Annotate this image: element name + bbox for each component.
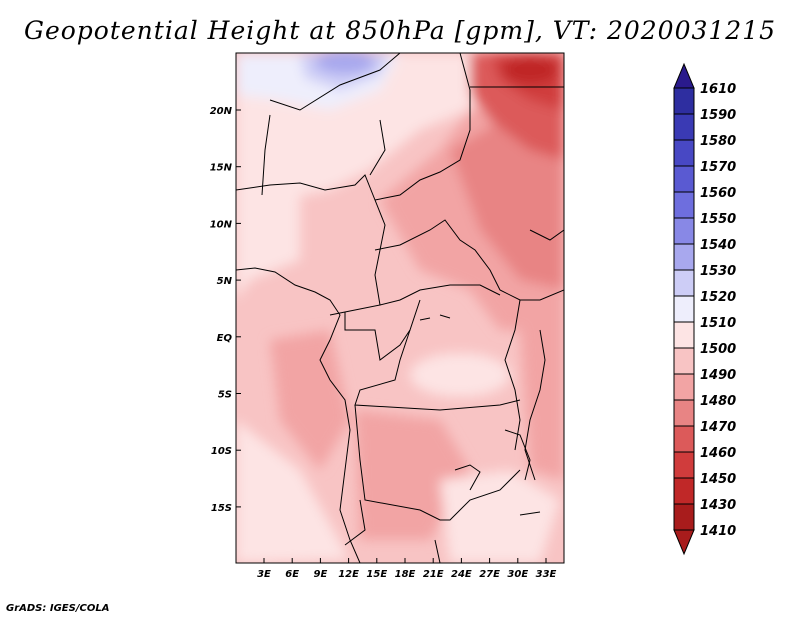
- colorbar-label: 1470: [700, 420, 736, 435]
- x-tick-label: 9E: [314, 569, 328, 580]
- colorbar-label: 1540: [700, 238, 736, 253]
- colorbar-label: 1550: [700, 212, 736, 227]
- colorbar-label: 1580: [700, 134, 736, 149]
- colorbar-swatch: [673, 399, 695, 427]
- x-tick-label: 27E: [479, 569, 500, 580]
- colorbar-label: 1590: [700, 108, 736, 123]
- map-frame: [235, 52, 565, 564]
- y-tick-label: 5S: [218, 390, 232, 401]
- country-borders: [236, 53, 564, 563]
- x-tick-label: 18E: [395, 569, 416, 580]
- chart-title: Geopotential Height at 850hPa [gpm], VT:…: [23, 16, 777, 45]
- x-tick-label: 15E: [366, 569, 387, 580]
- x-tick-label: 24E: [451, 569, 472, 580]
- colorbar-label: 1530: [700, 264, 736, 279]
- x-tick-label: 30E: [507, 569, 528, 580]
- y-tick-label: 10S: [211, 446, 232, 457]
- colorbar-label: 1500: [700, 342, 736, 357]
- x-tick-label: 3E: [257, 569, 271, 580]
- x-tick-label: 21E: [423, 569, 444, 580]
- credit-label: GrADS: IGES/COLA: [6, 603, 110, 614]
- colorbar-swatch: [673, 295, 695, 323]
- y-tick-label: 5N: [217, 276, 233, 287]
- colorbar-label: 1560: [700, 186, 736, 201]
- colorbar-label: 1460: [700, 446, 736, 461]
- y-tick-label: 20N: [210, 106, 233, 117]
- colorbar-label: 1610: [700, 82, 736, 97]
- colorbar-arrow-top: [673, 62, 695, 89]
- y-tick-label: EQ: [217, 333, 233, 344]
- colorbar-arrow-bottom: [673, 529, 695, 556]
- colorbar-swatch: [673, 451, 695, 479]
- y-tick-label: 15N: [210, 163, 233, 174]
- height-field: [236, 53, 564, 563]
- colorbar-swatch: [673, 321, 695, 349]
- y-tick-label: 10N: [210, 219, 233, 230]
- colorbar-label: 1520: [700, 290, 736, 305]
- colorbar-swatch: [673, 139, 695, 167]
- colorbar-swatch: [673, 165, 695, 193]
- colorbar-label: 1410: [700, 524, 736, 539]
- colorbar-swatch: [673, 477, 695, 505]
- y-tick-label: 15S: [211, 503, 232, 514]
- colorbar-swatch: [673, 347, 695, 375]
- colorbar-swatch: [673, 217, 695, 245]
- colorbar-swatch: [673, 191, 695, 219]
- colorbar-swatch: [673, 425, 695, 453]
- colorbar-label: 1450: [700, 472, 736, 487]
- colorbar-swatch: [673, 243, 695, 271]
- colorbar-swatch: [673, 503, 695, 531]
- colorbar-label: 1430: [700, 498, 736, 513]
- colorbar-label: 1480: [700, 394, 736, 409]
- colorbar-swatch: [673, 373, 695, 401]
- colorbar-label: 1510: [700, 316, 736, 331]
- x-tick-label: 12E: [338, 569, 359, 580]
- x-tick-label: 33E: [536, 569, 557, 580]
- colorbar-swatch: [673, 113, 695, 141]
- colorbar-label: 1570: [700, 160, 736, 175]
- colorbar-swatch: [673, 269, 695, 297]
- colorbar-swatch: [673, 87, 695, 115]
- x-tick-label: 6E: [285, 569, 299, 580]
- colorbar-label: 1490: [700, 368, 736, 383]
